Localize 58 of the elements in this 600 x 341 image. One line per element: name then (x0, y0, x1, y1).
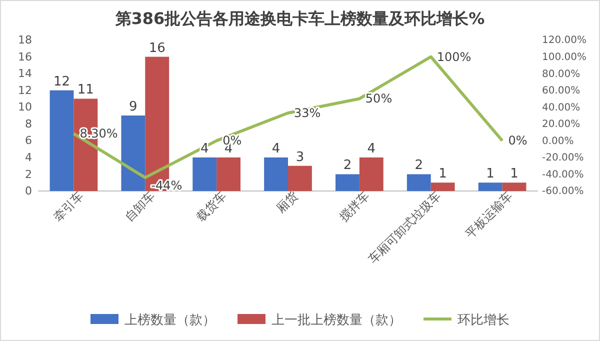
y-tick-label: 16 (18, 50, 32, 64)
y2-tick-label: 0.00% (542, 136, 574, 147)
x-tick-label: 平板运输车 (462, 188, 515, 241)
y2-tick-label: -40.00% (542, 169, 584, 180)
data-label: 4 (367, 141, 376, 156)
data-label: 50% (365, 92, 392, 106)
x-tick-label: 载货车 (194, 188, 230, 224)
y-tick-label: 14 (18, 67, 32, 80)
y-tick-label: 10 (18, 100, 32, 114)
y-tick-label: 6 (25, 134, 32, 148)
y-tick-label: 0 (25, 184, 32, 198)
y-tick-label: 18 (18, 34, 32, 47)
bar (336, 174, 360, 191)
data-label: 1 (510, 166, 518, 182)
data-label: 4 (272, 141, 280, 156)
y2-tick-label: 80.00% (542, 68, 580, 80)
y-tick-label: 2 (25, 168, 32, 181)
x-tick-label: 牵引车 (50, 188, 86, 224)
data-label: 2 (343, 158, 352, 174)
bar (502, 182, 526, 191)
data-label: 12 (53, 74, 70, 90)
data-label: 33% (294, 106, 321, 120)
bar (478, 182, 502, 191)
y-tick-label: 12 (18, 84, 32, 97)
bar (288, 166, 312, 191)
data-label: 3 (296, 150, 304, 165)
y-tick-label: 8 (25, 117, 32, 130)
legend-label: 环比增长 (458, 313, 510, 328)
data-label: 100% (436, 50, 472, 64)
data-label: 2 (414, 158, 424, 174)
bar (192, 157, 217, 191)
data-label: 1 (438, 166, 447, 182)
bar (50, 90, 74, 191)
y2-tick-label: 20.00% (542, 119, 580, 130)
bar (264, 157, 288, 191)
y2-tick-label: -20.00% (542, 152, 584, 164)
chart-title: 第386批公告各用途换电卡车上榜数量及环比增长% (114, 9, 485, 28)
y2-tick-label: 100.00% (542, 52, 586, 63)
y2-tick-label: 40.00% (542, 102, 580, 114)
data-label: 1 (486, 166, 494, 182)
y2-tick-label: 60.00% (542, 86, 580, 97)
x-tick-label: 搅拌车 (336, 188, 372, 224)
bar (430, 182, 455, 191)
y-tick-label: 4 (25, 150, 32, 164)
bar (406, 174, 431, 191)
legend-label: 上一批上榜数量（款） (272, 313, 402, 328)
data-label: 9 (129, 100, 138, 114)
data-label: 16 (148, 40, 166, 56)
data-label: 0% (508, 134, 528, 148)
y2-tick-label: -60.00% (542, 186, 584, 198)
legend-label: 上榜数量（款） (124, 313, 216, 328)
x-tick-label: 厢货 (274, 188, 301, 216)
x-tick-label: 自卸车 (122, 188, 158, 224)
data-label: 11 (77, 82, 94, 98)
y2-tick-label: 120.00% (542, 35, 586, 46)
bar (121, 116, 146, 191)
bar (216, 157, 240, 191)
bar (359, 157, 384, 191)
